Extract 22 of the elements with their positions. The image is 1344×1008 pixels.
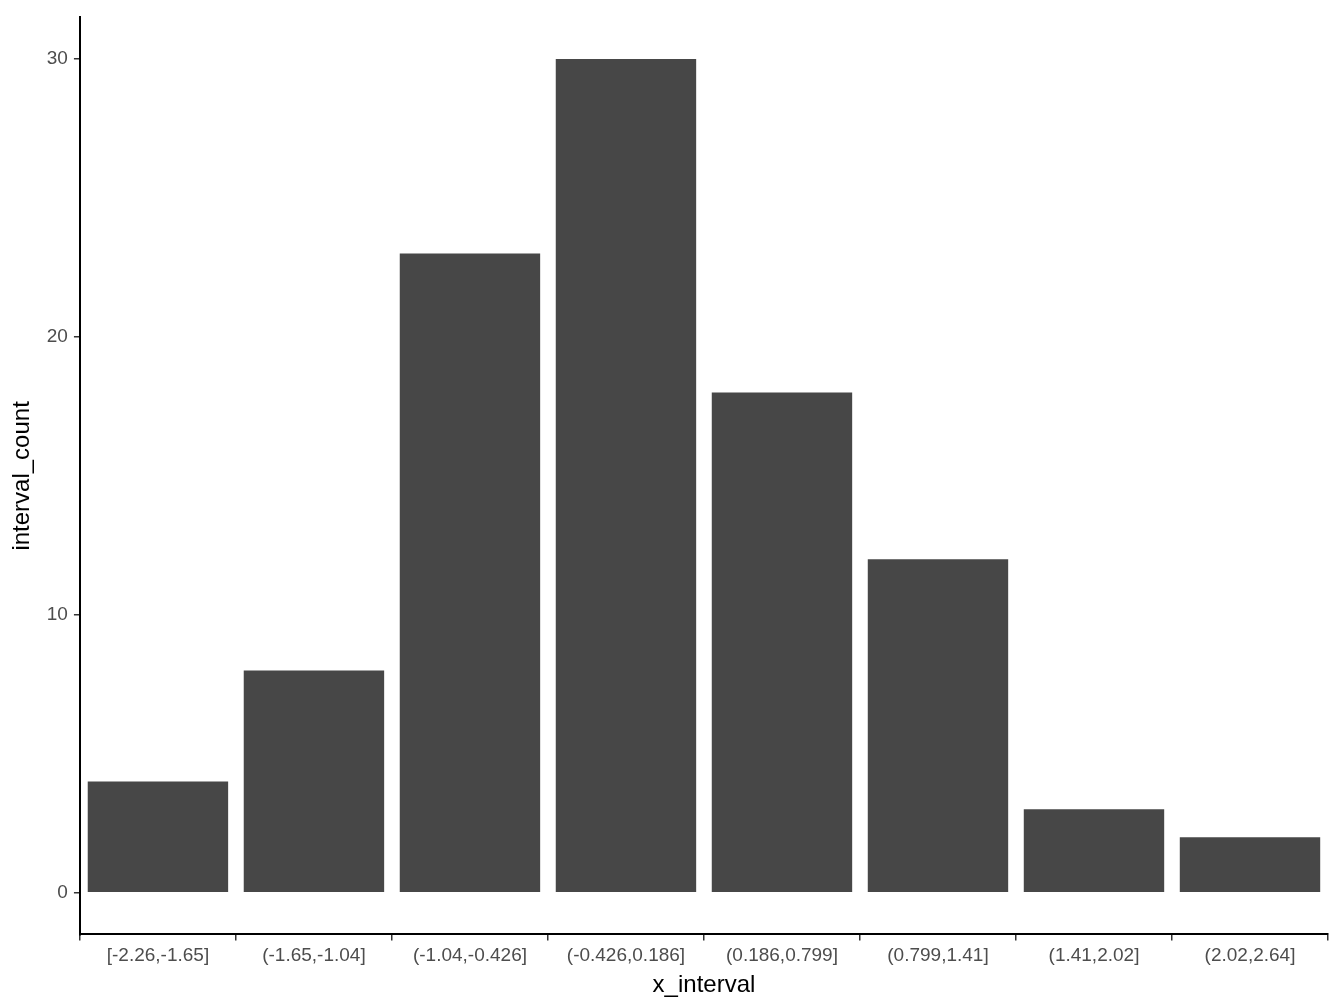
x-tick-label: (-1.65,-1.04] (262, 944, 366, 966)
x-tick-label: (-0.426,0.186] (566, 944, 686, 966)
x-tick-label: (0.799,1.41] (887, 944, 989, 966)
x-tick-label: [-2.26,-1.65] (106, 944, 210, 966)
x-tick-label: (2.02,2.64] (1204, 944, 1296, 966)
bar (555, 59, 697, 892)
y-tick-label: 10 (46, 603, 68, 625)
x-tick-label: (0.186,0.799] (725, 944, 838, 966)
bar (711, 392, 853, 892)
bar (1023, 809, 1165, 892)
y-axis-title: interval_count (7, 400, 35, 551)
y-tick-label: 20 (46, 325, 68, 347)
x-axis-title: x_interval (652, 970, 756, 998)
x-tick-label: (1.41,2.02] (1048, 944, 1140, 966)
y-tick-label: 0 (57, 880, 68, 902)
bar (243, 670, 385, 892)
bar (1179, 837, 1321, 892)
bar (867, 559, 1009, 892)
x-tick-label: (-1.04,-0.426] (412, 944, 527, 966)
y-tick-label: 30 (46, 47, 68, 69)
bar (87, 781, 229, 892)
bar (399, 253, 541, 892)
